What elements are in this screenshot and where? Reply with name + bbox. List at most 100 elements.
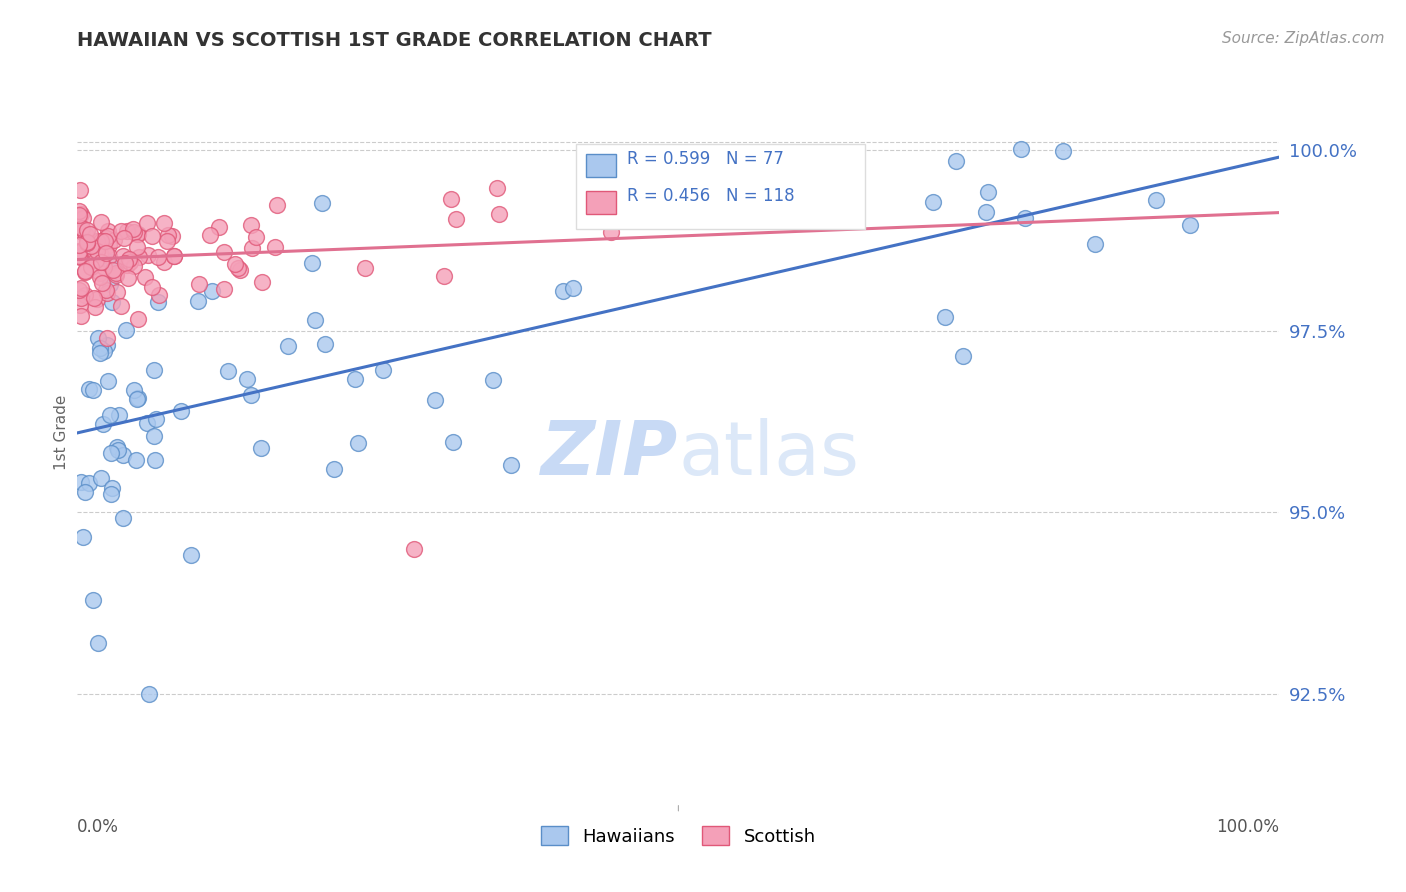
- Point: [94, 284, 117, 298]
- Text: 0.0%: 0.0%: [77, 818, 120, 836]
- Point: [96, 338, 118, 352]
- Point: [115, 224, 138, 238]
- Point: [89, 266, 111, 280]
- Point: [425, 393, 447, 408]
- Point: [70, 221, 93, 235]
- Point: [125, 239, 148, 253]
- Point: [96, 231, 118, 245]
- Point: [89, 341, 111, 355]
- Point: [212, 283, 235, 297]
- Point: [402, 541, 425, 556]
- Point: [146, 295, 169, 310]
- Point: [127, 312, 149, 326]
- Text: Source: ZipAtlas.com: Source: ZipAtlas.com: [1222, 31, 1385, 46]
- Point: [79, 227, 101, 241]
- Point: [142, 363, 165, 377]
- Point: [105, 285, 128, 300]
- Point: [141, 279, 163, 293]
- Point: [75, 227, 97, 242]
- Point: [641, 209, 664, 223]
- Point: [952, 349, 974, 363]
- Point: [561, 281, 583, 295]
- Point: [347, 435, 370, 450]
- Point: [114, 256, 136, 270]
- Point: [97, 374, 120, 388]
- Point: [75, 288, 97, 302]
- Point: [76, 235, 98, 250]
- Point: [163, 249, 186, 263]
- Point: [118, 252, 141, 267]
- Point: [80, 260, 103, 274]
- Point: [100, 254, 122, 268]
- Point: [373, 363, 395, 377]
- Point: [153, 216, 176, 230]
- Point: [198, 228, 221, 243]
- Point: [100, 446, 122, 460]
- Point: [122, 225, 145, 239]
- Point: [664, 202, 686, 217]
- Point: [343, 372, 366, 386]
- Point: [441, 434, 464, 449]
- Point: [104, 268, 127, 283]
- Point: [666, 212, 689, 227]
- Point: [127, 392, 149, 406]
- Point: [89, 345, 111, 359]
- Point: [83, 291, 105, 305]
- Legend: Hawaiians, Scottish: Hawaiians, Scottish: [541, 826, 815, 846]
- Point: [70, 220, 93, 235]
- Point: [89, 270, 111, 285]
- Point: [98, 408, 121, 422]
- Point: [240, 241, 263, 255]
- Point: [250, 275, 273, 289]
- Point: [111, 249, 134, 263]
- Point: [135, 416, 157, 430]
- Point: [323, 462, 346, 476]
- Point: [934, 310, 956, 324]
- Point: [90, 215, 112, 229]
- Point: [72, 529, 94, 543]
- Point: [1144, 194, 1167, 208]
- Point: [212, 244, 235, 259]
- Text: atlas: atlas: [679, 418, 859, 491]
- Point: [100, 277, 122, 291]
- Point: [72, 225, 94, 239]
- Point: [69, 298, 91, 312]
- Point: [446, 212, 468, 227]
- Point: [277, 339, 299, 353]
- Point: [86, 636, 108, 650]
- Point: [94, 245, 117, 260]
- Point: [1014, 211, 1036, 225]
- Point: [156, 227, 179, 242]
- FancyBboxPatch shape: [576, 144, 865, 229]
- Point: [69, 280, 91, 294]
- Point: [90, 471, 112, 485]
- Point: [301, 256, 323, 270]
- Point: [86, 234, 108, 248]
- Point: [76, 223, 98, 237]
- Point: [82, 592, 104, 607]
- Point: [834, 211, 856, 226]
- Point: [922, 194, 945, 209]
- Point: [101, 295, 124, 310]
- Point: [82, 252, 104, 267]
- Point: [135, 216, 157, 230]
- Point: [82, 383, 104, 397]
- Point: [94, 234, 117, 248]
- Point: [145, 411, 167, 425]
- Text: 100.0%: 100.0%: [1216, 818, 1279, 836]
- Point: [69, 183, 91, 197]
- Point: [217, 363, 239, 377]
- Text: HAWAIIAN VS SCOTTISH 1ST GRADE CORRELATION CHART: HAWAIIAN VS SCOTTISH 1ST GRADE CORRELATI…: [77, 30, 711, 50]
- Point: [353, 261, 375, 276]
- Point: [148, 288, 170, 302]
- Point: [93, 344, 115, 359]
- Point: [89, 245, 111, 260]
- Point: [170, 404, 193, 418]
- Point: [84, 239, 107, 253]
- Point: [1178, 218, 1201, 232]
- Point: [67, 249, 90, 263]
- Point: [201, 284, 224, 298]
- Text: ZIP: ZIP: [541, 418, 679, 491]
- Point: [127, 392, 149, 406]
- Point: [69, 207, 91, 221]
